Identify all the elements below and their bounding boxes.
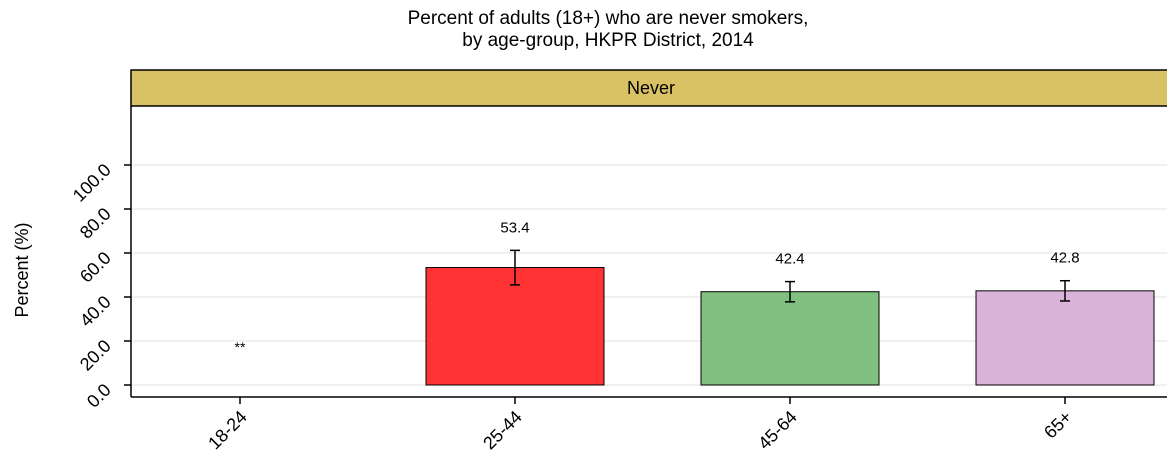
x-tick-label: 18-24: [204, 407, 251, 454]
grid-lines: [131, 164, 1167, 386]
x-tick-label: 25-44: [479, 407, 526, 454]
bar-value-label: 53.4: [500, 219, 529, 236]
chart-subtitle: by age-group, HKPR District, 2014: [462, 30, 754, 51]
y-tick-label: 40.0: [76, 292, 115, 331]
error-bars: [510, 249, 1070, 303]
y-tick-label: 20.0: [76, 336, 115, 375]
y-axis-label: Percent (%): [12, 222, 32, 317]
facet-strip: [130, 69, 1167, 107]
bar: [975, 290, 1155, 386]
x-ticks: 18-24 25-44 45-64 65+: [204, 397, 1076, 453]
y-tick-label: 80.0: [76, 204, 115, 243]
bar: [700, 291, 880, 386]
data-labels: ** 53.4 42.4 42.8: [235, 219, 1080, 355]
bar-value-label: 42.8: [1050, 250, 1079, 267]
x-tick-label: 45-64: [754, 407, 801, 454]
y-tick-label: 0.0: [83, 380, 115, 412]
y-tick-label: 100.0: [69, 160, 115, 206]
facet-strip-label: Never: [627, 78, 675, 98]
x-tick-label: 65+: [1040, 407, 1076, 443]
suppressed-value-label: **: [235, 339, 246, 355]
y-tick-label: 60.0: [76, 248, 115, 287]
chart-title: Percent of adults (18+) who are never sm…: [408, 8, 809, 29]
bar-value-label: 42.4: [775, 251, 804, 268]
bars: [425, 267, 1155, 386]
